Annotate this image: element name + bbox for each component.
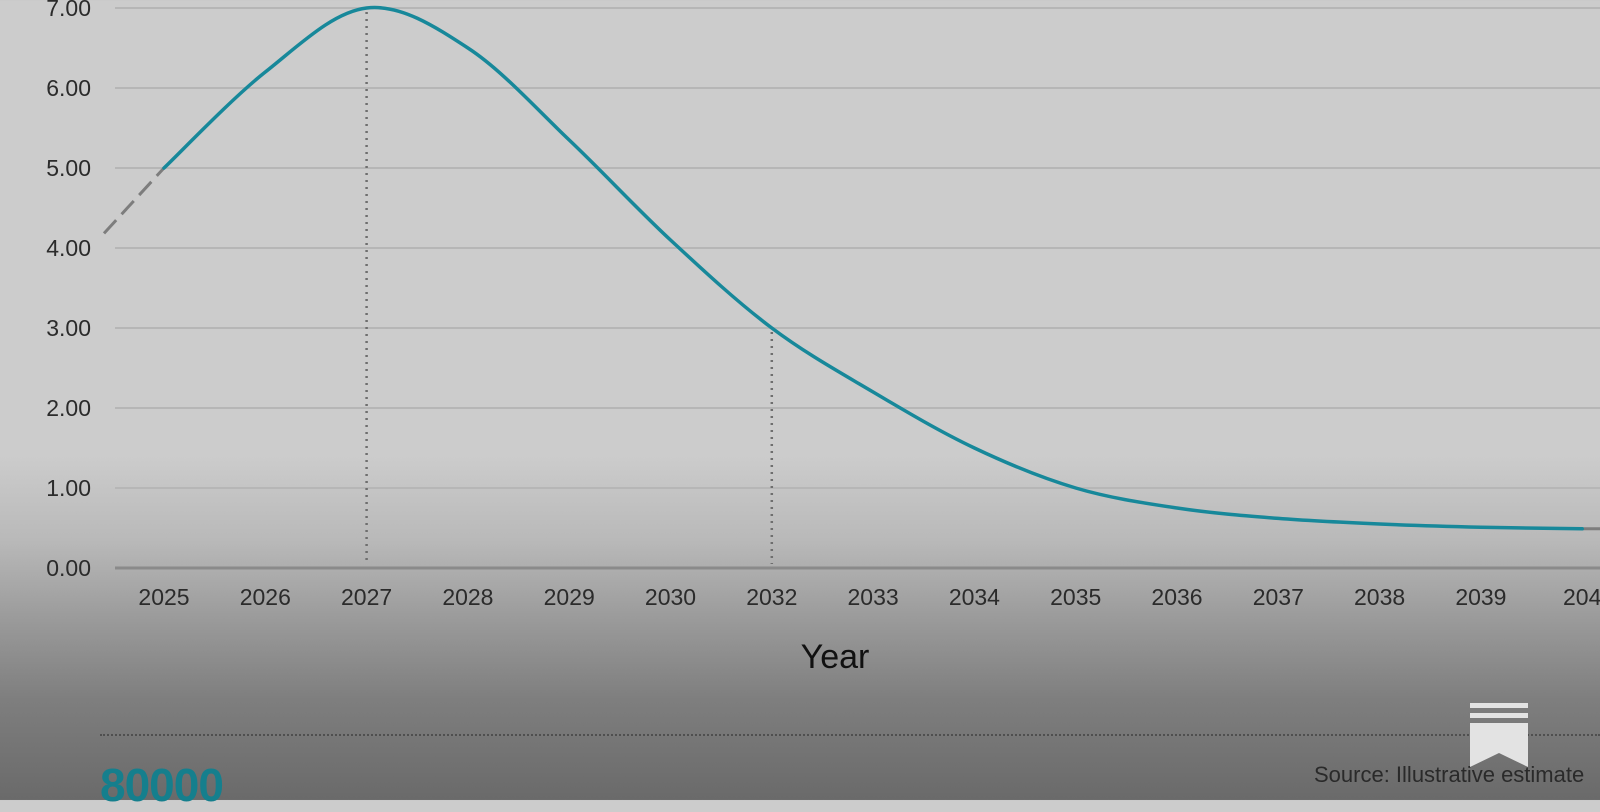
x-tick-label: 2038: [1354, 584, 1405, 610]
bookmark-icon[interactable]: [1470, 703, 1528, 767]
y-tick-label: 3.00: [46, 315, 91, 341]
x-tick-label: 2027: [341, 584, 392, 610]
y-axis-ticks: 0.00 1.00 2.00 3.00 4.00 5.00 6.00 7.00: [46, 0, 91, 581]
x-tick-label: 2035: [1050, 584, 1101, 610]
x-tick-label: 2025: [138, 584, 189, 610]
y-tick-label: 5.00: [46, 155, 91, 181]
x-tick-label: 2034: [949, 584, 1000, 610]
series-extension-left: [104, 168, 164, 233]
y-tick-label: 4.00: [46, 235, 91, 261]
x-tick-label: 2036: [1151, 584, 1202, 610]
grid-lines: [115, 8, 1600, 568]
y-tick-label: 0.00: [46, 555, 91, 581]
divider: [100, 734, 1600, 736]
x-tick-label: 2030: [645, 584, 696, 610]
source-note: Source: Illustrative estimate: [1314, 762, 1584, 788]
y-tick-label: 1.00: [46, 475, 91, 501]
brand-number: 80000: [100, 758, 223, 812]
x-axis-ticks: 2025 2026 2027 2028 2029 2030 2032 2033 2034 2035…: [138, 584, 1600, 610]
x-tick-label: 204: [1563, 584, 1600, 610]
x-tick-label: 2033: [848, 584, 899, 610]
reference-lines: [367, 12, 772, 564]
x-tick-label: 2039: [1455, 584, 1506, 610]
x-tick-label: 2037: [1253, 584, 1304, 610]
series-line: [164, 8, 1582, 529]
y-tick-label: 7.00: [46, 0, 91, 21]
x-tick-label: 2026: [240, 584, 291, 610]
x-axis-title: Year: [801, 638, 870, 676]
x-tick-label: 2028: [442, 584, 493, 610]
series-layer: [104, 8, 1600, 529]
y-tick-label: 6.00: [46, 75, 91, 101]
y-tick-label: 2.00: [46, 395, 91, 421]
x-tick-label: 2032: [746, 584, 797, 610]
x-tick-label: 2029: [544, 584, 595, 610]
